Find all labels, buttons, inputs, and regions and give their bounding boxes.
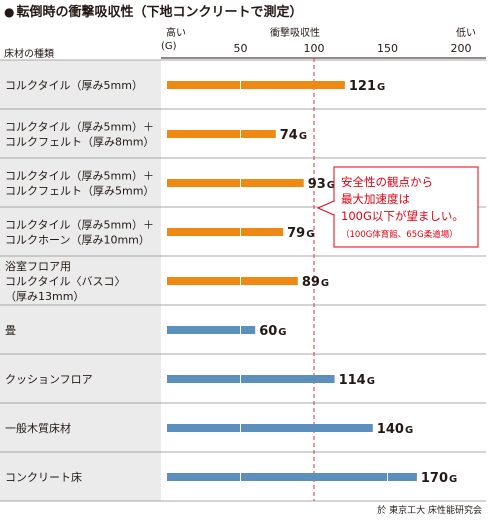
- category-label: コルクホーン（厚み10mm）: [5, 234, 150, 247]
- category-label: 浴室フロア用: [5, 259, 71, 273]
- bar: [167, 130, 276, 138]
- category-label: コルクタイル（厚み5mm）＋: [5, 170, 154, 183]
- unit-label: (G): [161, 41, 177, 52]
- x-tick-label: 50: [234, 42, 248, 55]
- low-label: 低い: [456, 28, 476, 39]
- value-label: 93G: [308, 177, 335, 192]
- bar-row: コルクタイル（厚み5mm）＋ コルクフェルト（厚み5mm） 93G: [5, 170, 335, 198]
- value-label: 79G: [287, 226, 314, 241]
- bar: [167, 326, 256, 334]
- bar-row: 一般木質床材 140G: [5, 421, 413, 437]
- value-label: 140G: [377, 422, 413, 437]
- value-label: 60G: [259, 324, 286, 339]
- note-line-2: 最大加速度は: [341, 192, 410, 206]
- x-tick-label: 100: [304, 42, 325, 55]
- x-tick-label: 150: [377, 42, 398, 55]
- note-line-3: 100G以下が望ましい。: [341, 209, 464, 223]
- bar: [167, 81, 345, 89]
- bar: [167, 277, 298, 285]
- category-label: クッションフロア: [5, 373, 93, 386]
- category-label: （厚み13mm）: [5, 290, 84, 303]
- bullet-icon: ●: [4, 5, 15, 19]
- note-line-4: （100G体育館、65G柔道場）: [341, 229, 458, 240]
- category-label: コルクフェルト（厚み5mm）: [5, 185, 154, 198]
- value-label: 89G: [302, 275, 329, 290]
- floor-type-header: 床材の種類: [4, 49, 54, 60]
- bar-row: コンクリート床 170G: [5, 470, 457, 486]
- category-label: コルクタイル〈バスコ〉: [5, 275, 126, 288]
- category-label: コルクフェルト（厚み8mm）: [5, 136, 154, 149]
- note-line-1: 安全性の観点から: [341, 175, 433, 189]
- category-label: 畳: [5, 324, 16, 337]
- impact-absorption-label: 衝撃吸収性: [270, 28, 320, 39]
- value-label: 121G: [349, 79, 385, 94]
- value-label: 114G: [339, 373, 375, 388]
- x-tick-label: 200: [451, 42, 472, 55]
- bar-row: クッションフロア 114G: [5, 373, 375, 388]
- category-label: コルクタイル（厚み5mm）＋: [5, 121, 154, 134]
- category-label: 一般木質床材: [5, 421, 71, 435]
- source-credit: 於 東京工大 床性能研究会: [377, 506, 482, 516]
- category-label: コルクタイル（厚み5mm）: [5, 79, 143, 92]
- value-label: 170G: [421, 471, 457, 486]
- label-band: [0, 60, 161, 501]
- note-pointer: [316, 200, 335, 216]
- chart-title: ● 転倒時の衝撃吸収性（下地コンクリートで測定）: [4, 1, 303, 20]
- note-box: [333, 166, 479, 248]
- bar: [167, 228, 284, 236]
- bar: [167, 473, 417, 481]
- category-label: コルクタイル（厚み5mm）＋: [5, 219, 154, 232]
- high-label: 高い: [166, 28, 186, 39]
- bar: [167, 424, 373, 432]
- bar-row: 畳 60G: [5, 324, 287, 339]
- bar: [167, 375, 335, 383]
- bar: [167, 179, 304, 187]
- bar-row: コルクタイル（厚み5mm） 121G: [5, 79, 385, 94]
- chart-title-text: 転倒時の衝撃吸収性（下地コンクリートで測定）: [16, 5, 303, 20]
- bar-row: コルクタイル（厚み5mm）＋ コルクフェルト（厚み8mm） 74G: [5, 121, 307, 149]
- value-label: 74G: [280, 128, 307, 143]
- bar-row: コルクタイル（厚み5mm）＋ コルクホーン（厚み10mm） 79G: [5, 219, 314, 247]
- category-label: コンクリート床: [5, 470, 82, 484]
